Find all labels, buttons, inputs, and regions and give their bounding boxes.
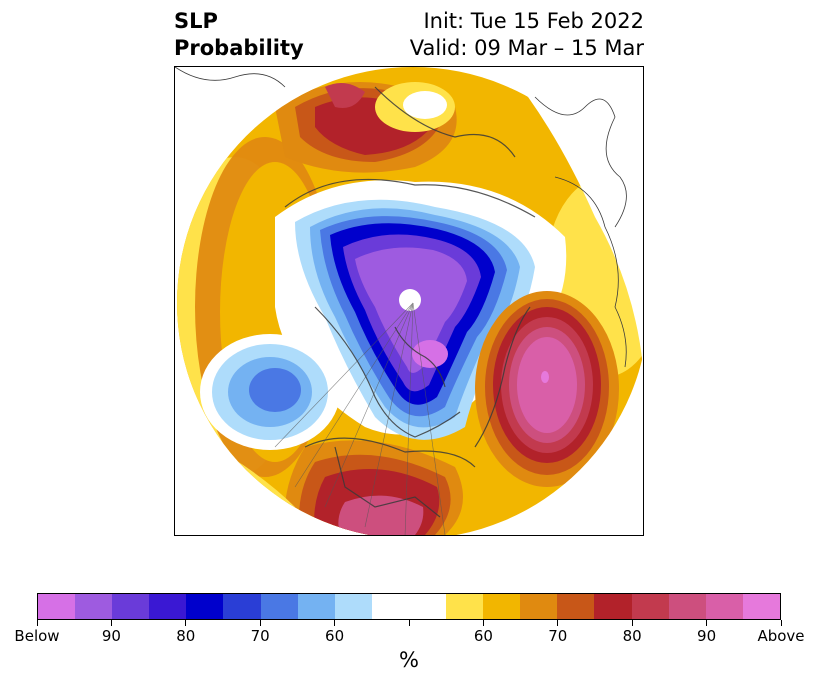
colorbar-segment	[297, 594, 335, 619]
chart-title-variable: SLP Probability	[174, 8, 304, 62]
colorbar-segment	[186, 594, 224, 619]
map-panel	[174, 66, 644, 536]
colorbar-tick-label: 60	[325, 627, 345, 645]
colorbar-segment	[75, 594, 113, 619]
colorbar-tick-mark	[185, 620, 187, 626]
colorbar-unit-label: %	[399, 648, 419, 672]
polar-map	[175, 67, 643, 535]
chart-title-dates: Init: Tue 15 Feb 2022 Valid: 09 Mar – 15…	[410, 8, 644, 62]
colorbar-segment	[557, 594, 595, 619]
colorbar-tick-label: Above	[757, 627, 805, 645]
outer-land-borders	[175, 67, 627, 368]
colorbar-tick-mark	[110, 620, 112, 626]
colorbar-segment	[149, 594, 187, 619]
colorbar-tick-mark	[706, 620, 708, 626]
colorbar	[37, 593, 781, 620]
colorbar-tick-mark	[631, 620, 633, 626]
colorbar-tick-label: 90	[101, 627, 121, 645]
colorbar-tick-label: 60	[473, 627, 493, 645]
colorbar-tick-mark	[334, 620, 336, 626]
colorbar-segment	[520, 594, 558, 619]
colorbar-tick-label: 70	[250, 627, 270, 645]
colorbar-tick-mark	[780, 620, 782, 626]
colorbar-segment	[594, 594, 632, 619]
colorbar-segment	[446, 594, 484, 619]
graticule	[274, 302, 446, 535]
colorbar-segment	[371, 594, 409, 619]
colorbar-tick-label: 90	[697, 627, 717, 645]
colorbar-segment	[483, 594, 521, 619]
init-date-label: Init: Tue 15 Feb 2022	[423, 9, 644, 33]
colorbar-segment	[668, 594, 706, 619]
colorbar-segment	[705, 594, 743, 619]
colorbar-segment	[112, 594, 150, 619]
colorbar-tick-mark	[557, 620, 559, 626]
colorbar-tick-mark	[482, 620, 484, 626]
colorbar-tick-mark	[259, 620, 261, 626]
colorbar-tick-label: Below	[14, 627, 60, 645]
colorbar-segment	[631, 594, 669, 619]
colorbar-segment	[334, 594, 372, 619]
colorbar-tick-mark	[408, 620, 410, 626]
colorbar-tick-label: 80	[622, 627, 642, 645]
colorbar-segment	[223, 594, 261, 619]
title-line-slp: SLP	[174, 9, 218, 33]
colorbar-tick-mark	[36, 620, 38, 626]
colorbar-tick-label: 70	[548, 627, 568, 645]
colorbar-segment	[260, 594, 298, 619]
colorbar-segment	[408, 594, 447, 619]
title-line-probability: Probability	[174, 36, 304, 60]
colorbar-segment	[742, 594, 780, 619]
coastlines	[284, 86, 536, 518]
valid-date-label: Valid: 09 Mar – 15 Mar	[409, 36, 644, 60]
colorbar-segment	[38, 594, 76, 619]
colorbar-tick-label: 80	[176, 627, 196, 645]
